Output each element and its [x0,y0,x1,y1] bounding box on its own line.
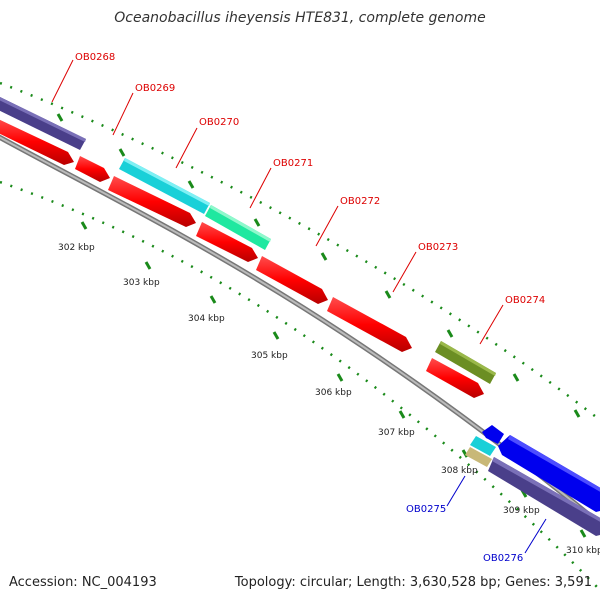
gene-label-ob0274[interactable]: OB0274 [505,295,545,306]
tick-label: 305 kbp [251,351,288,361]
gene-label-ob0270[interactable]: OB0270 [199,117,239,128]
gene-arrow-ob0270[interactable] [108,176,196,227]
accession-text: Accession: NC_004193 [9,575,157,590]
tick-label: 306 kbp [315,388,352,398]
gene-label-ob0271[interactable]: OB0271 [273,158,313,169]
gene-feature-ob0270-color[interactable] [119,158,210,214]
tick-label: 303 kbp [123,278,160,288]
tick-label: 308 kbp [441,466,478,476]
tick-label: 310 kbp [566,546,600,556]
gene-arrow-ob0271[interactable] [196,222,258,262]
gene-label-ob0275[interactable]: OB0275 [406,504,446,515]
gene-arrows-red [0,118,484,398]
gene-arrow-ob0268[interactable] [0,118,74,165]
tick-label: 309 kbp [503,506,540,516]
gene-label-ob0272[interactable]: OB0272 [340,196,380,207]
gene-feature-ob0275[interactable] [465,425,504,467]
genome-summary-text: Topology: circular; Length: 3,630,528 bp… [234,575,592,590]
gene-feature-ob0276[interactable] [488,435,600,536]
outer-major-ticks [56,113,581,418]
major-ticks [80,221,587,538]
gene-feature-ob0274-color[interactable] [435,341,496,384]
gene-arrow-ob0272[interactable] [256,256,328,304]
gene-feature-ob0268-color[interactable] [0,97,86,150]
gene-label-leaders [51,59,547,554]
tick-track-inner [0,180,600,591]
gene-label-ob0273[interactable]: OB0273 [418,242,458,253]
gene-label-ob0276[interactable]: OB0276 [483,553,523,564]
gene-label-ob0269[interactable]: OB0269 [135,83,175,94]
gene-arrow-ob0273[interactable] [327,297,412,352]
gene-arrow-ob0274[interactable] [426,358,484,398]
tick-label: 307 kbp [378,428,415,438]
gene-label-ob0268[interactable]: OB0268 [75,52,115,63]
tick-label: 302 kbp [58,243,95,253]
map-title: Oceanobacillus iheyensis HTE831, complet… [114,10,485,26]
tick-label: 304 kbp [188,314,225,324]
gene-arrow-ob0269[interactable] [75,156,110,182]
gene-feature-ob0271-color[interactable] [205,205,271,250]
